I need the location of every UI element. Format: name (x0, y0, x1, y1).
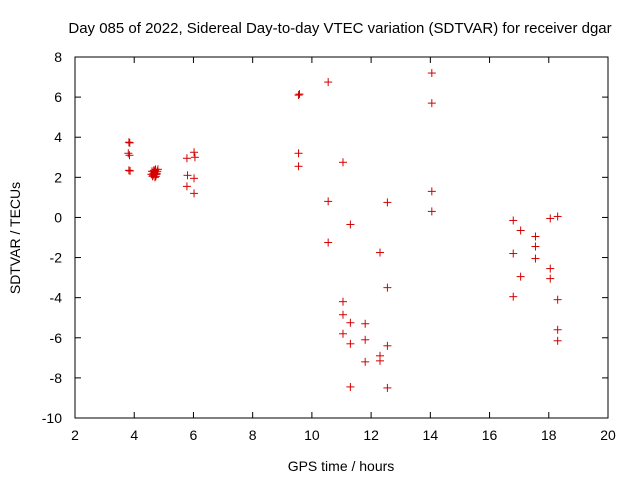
data-point (383, 341, 392, 350)
data-point (295, 90, 304, 99)
data-point (546, 264, 555, 273)
x-tick-label: 20 (600, 427, 616, 443)
data-points (124, 69, 562, 392)
data-point (375, 356, 384, 365)
data-point (338, 310, 347, 319)
x-tick-label: 16 (482, 427, 498, 443)
data-point (531, 232, 540, 241)
data-point (361, 335, 370, 344)
data-point (427, 207, 436, 216)
chart-title: Day 085 of 2022, Sidereal Day-to-day VTE… (68, 20, 611, 37)
data-point (338, 297, 347, 306)
data-point (324, 238, 333, 247)
data-point (531, 242, 540, 251)
y-tick-label: 0 (54, 209, 62, 225)
data-point (427, 187, 436, 196)
y-tick-label: -2 (50, 250, 63, 266)
x-axis-ticks: 2 4 6 8 10 12 14 16 18 20 (71, 57, 616, 443)
data-point (546, 214, 555, 223)
data-point (338, 329, 347, 338)
data-point (124, 138, 133, 147)
data-point (346, 220, 355, 229)
y-tick-label: 2 (54, 169, 62, 185)
y-axis-ticks: -10 -8 -6 -4 -2 0 2 4 6 8 (42, 49, 608, 426)
data-point (182, 182, 191, 191)
y-tick-label: 4 (54, 129, 62, 145)
data-point (190, 153, 199, 162)
data-point (383, 283, 392, 292)
data-point (346, 382, 355, 391)
data-point (190, 148, 199, 157)
y-tick-label: -4 (50, 290, 63, 306)
data-point (151, 172, 160, 181)
data-point (149, 166, 158, 175)
data-point (553, 212, 562, 221)
x-tick-label: 6 (190, 427, 198, 443)
y-tick-label: 6 (54, 89, 62, 105)
data-point (361, 357, 370, 366)
y-tick-label: -8 (50, 370, 63, 386)
data-point (546, 274, 555, 283)
x-tick-label: 18 (541, 427, 557, 443)
data-point (183, 171, 192, 180)
x-tick-label: 4 (130, 427, 138, 443)
x-axis-label: GPS time / hours (288, 458, 395, 474)
data-point (509, 292, 518, 301)
x-tick-label: 2 (71, 427, 79, 443)
data-point (346, 339, 355, 348)
data-point (375, 248, 384, 257)
plot-frame (74, 56, 609, 419)
data-point (324, 78, 333, 87)
y-axis-label: SDTVAR / TECUs (7, 182, 23, 294)
y-tick-label: -10 (42, 410, 62, 426)
data-point (383, 198, 392, 207)
x-tick-label: 8 (249, 427, 257, 443)
data-point (361, 319, 370, 328)
data-point (324, 197, 333, 206)
data-point (124, 166, 133, 175)
data-point (126, 166, 135, 175)
data-point (338, 158, 347, 167)
data-point (346, 318, 355, 327)
data-point (124, 149, 133, 158)
data-point (553, 325, 562, 334)
data-point (516, 226, 525, 235)
data-point (182, 154, 191, 163)
data-point (427, 99, 436, 108)
data-point (383, 383, 392, 392)
x-tick-label: 12 (363, 427, 379, 443)
data-point (125, 138, 134, 147)
y-tick-label: -6 (50, 330, 63, 346)
data-point (509, 216, 518, 225)
data-point (125, 151, 134, 160)
data-point (553, 295, 562, 304)
x-tick-label: 10 (304, 427, 320, 443)
data-point (294, 91, 303, 100)
y-tick-label: 8 (54, 49, 62, 65)
data-point (190, 189, 199, 198)
data-point (294, 162, 303, 171)
data-point (516, 272, 525, 281)
x-tick-label: 14 (423, 427, 439, 443)
data-point (190, 174, 199, 183)
data-point (509, 249, 518, 258)
data-point (294, 149, 303, 158)
data-point (150, 167, 159, 176)
data-point (531, 254, 540, 263)
data-point (427, 69, 436, 78)
data-point (553, 336, 562, 345)
